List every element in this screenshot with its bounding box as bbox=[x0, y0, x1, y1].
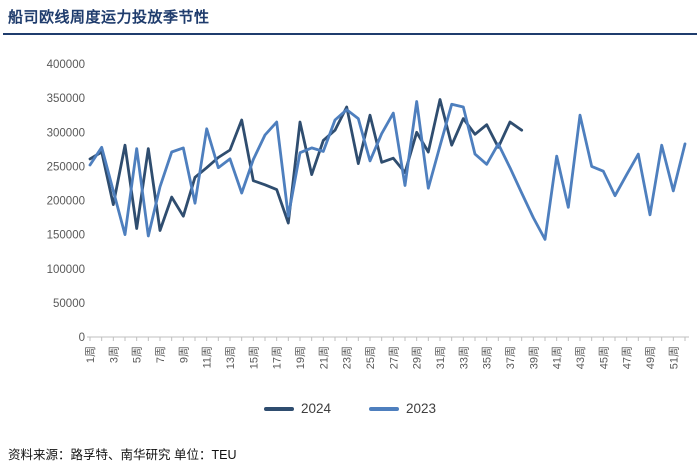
x-tick-label: 15周 bbox=[247, 346, 260, 369]
x-tick-label: 41周 bbox=[551, 346, 564, 369]
x-tick-label: 37周 bbox=[504, 346, 517, 369]
y-tick-label: 400000 bbox=[47, 59, 85, 71]
x-tick-label: 3周 bbox=[107, 346, 120, 363]
x-tick-label: 51周 bbox=[667, 346, 680, 369]
x-tick-label: 7周 bbox=[154, 346, 167, 363]
y-tick-label: 50000 bbox=[53, 298, 85, 310]
legend-swatch-2023 bbox=[369, 406, 399, 411]
x-tick-label: 43周 bbox=[574, 346, 587, 369]
y-tick-label: 100000 bbox=[47, 264, 85, 276]
y-axis-labels: 0 50000 100000 150000 200000 250000 300000 3500… bbox=[47, 59, 85, 344]
x-tick-label: 33周 bbox=[457, 346, 470, 369]
legend-swatch-2024 bbox=[263, 406, 294, 411]
x-tick-label: 9周 bbox=[177, 346, 190, 363]
legend-item-2023: 2023 bbox=[369, 401, 436, 416]
x-tick-label: 11周 bbox=[201, 346, 214, 368]
x-tick-label: 45周 bbox=[597, 346, 610, 369]
x-axis bbox=[87, 336, 689, 341]
chart-header: 船司欧线周度运力投放季节性 bbox=[8, 6, 696, 27]
x-tick-label: 13周 bbox=[224, 346, 237, 369]
chart-legend: 2024 2023 bbox=[0, 401, 700, 416]
x-tick-label: 47周 bbox=[621, 346, 634, 369]
x-tick-label: 31周 bbox=[434, 346, 447, 369]
x-tick-label: 5周 bbox=[131, 346, 144, 363]
y-tick-label: 200000 bbox=[47, 196, 85, 208]
y-tick-label: 350000 bbox=[47, 93, 85, 105]
x-tick-label: 49周 bbox=[644, 346, 657, 369]
x-axis-labels: 1周 3周 5周 7周 9周 11周 13周 15周 17周 19周 21周 23周 25周 27周 29周… bbox=[84, 346, 680, 369]
y-tick-label: 300000 bbox=[47, 127, 85, 139]
page-title: 船司欧线周度运力投放季节性 bbox=[8, 9, 210, 26]
y-tick-label: 0 bbox=[79, 332, 85, 344]
x-tick-label: 29周 bbox=[411, 346, 424, 369]
title-underline bbox=[3, 33, 697, 35]
series-line-2024 bbox=[88, 98, 524, 232]
y-tick-label: 150000 bbox=[47, 230, 85, 242]
legend-label-2024: 2024 bbox=[300, 401, 331, 416]
legend-item-2024: 2024 bbox=[263, 401, 331, 416]
x-tick-label: 39周 bbox=[527, 346, 540, 369]
source-note: 资料来源：路孚特、南华研究 单位：TEU bbox=[8, 448, 237, 462]
x-tick-label: 27周 bbox=[387, 346, 400, 369]
legend-label-2023: 2023 bbox=[406, 401, 437, 416]
chart-canvas: 0 50000 100000 150000 200000 250000 300000 3500… bbox=[47, 59, 689, 369]
x-tick-label: 1周 bbox=[84, 346, 97, 363]
x-tick-label: 19周 bbox=[294, 346, 307, 369]
y-tick-label: 250000 bbox=[47, 161, 85, 173]
x-tick-label: 23周 bbox=[341, 346, 354, 369]
capacity-seasonality-chart: 0 50000 100000 150000 200000 250000 300000 3500… bbox=[0, 38, 700, 398]
x-tick-label: 17周 bbox=[271, 346, 284, 369]
x-tick-label: 25周 bbox=[364, 346, 377, 369]
series-line-2023 bbox=[88, 100, 687, 241]
x-tick-label: 21周 bbox=[317, 346, 330, 369]
x-tick-label: 35周 bbox=[481, 346, 494, 369]
